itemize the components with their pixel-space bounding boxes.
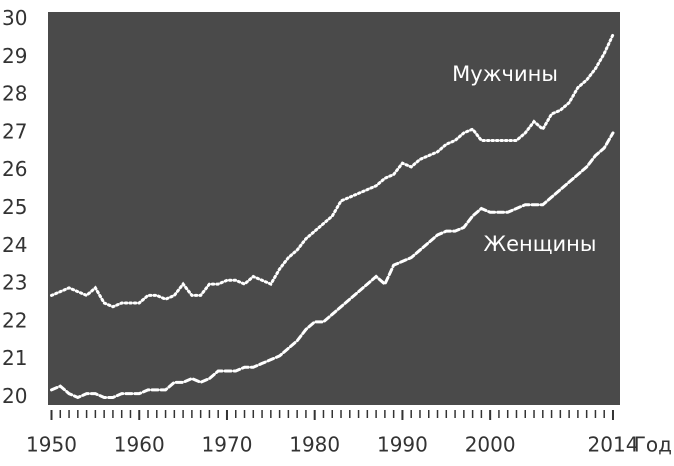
series-line bbox=[50, 33, 615, 309]
series-label: Женщины bbox=[483, 232, 596, 256]
x-tick-label: 2014 bbox=[588, 433, 639, 457]
plot-area bbox=[48, 12, 620, 405]
x-tick-label: 1950 bbox=[26, 433, 77, 457]
y-tick-label: 25 bbox=[2, 195, 27, 219]
y-tick-label: 28 bbox=[2, 82, 27, 106]
y-tick-label: 27 bbox=[2, 119, 27, 143]
y-tick-label: 26 bbox=[2, 157, 27, 181]
y-tick-label: 20 bbox=[2, 384, 27, 408]
y-tick-label: 29 bbox=[2, 44, 27, 68]
y-tick-label: 24 bbox=[2, 233, 27, 257]
x-tick-label: 1970 bbox=[202, 433, 253, 457]
y-tick-label: 21 bbox=[2, 346, 27, 370]
x-axis-label: Год bbox=[634, 433, 672, 457]
x-tick-label: 1990 bbox=[377, 433, 428, 457]
y-tick-label: 23 bbox=[2, 271, 27, 295]
x-tick-label: 1960 bbox=[114, 433, 165, 457]
x-tick-label: 2000 bbox=[465, 433, 516, 457]
y-tick-label: 30 bbox=[2, 6, 27, 30]
series-line bbox=[50, 131, 615, 400]
y-tick-label: 22 bbox=[2, 308, 27, 332]
series-label: Мужчины bbox=[452, 62, 558, 86]
x-tick-label: 1980 bbox=[289, 433, 340, 457]
